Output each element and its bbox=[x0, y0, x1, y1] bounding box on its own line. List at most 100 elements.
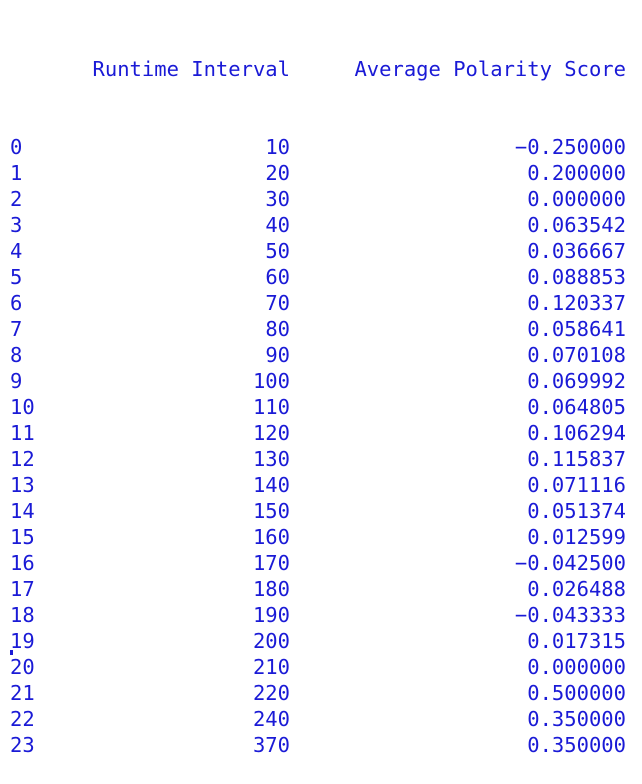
runtime-interval-cell: 30 bbox=[265, 187, 290, 211]
row-index: 18 bbox=[10, 603, 35, 627]
runtime-interval-cell: 370 bbox=[252, 733, 290, 757]
average-polarity-score-cell: 0.000000 bbox=[527, 187, 626, 211]
table-row: 13 140 0.071116 bbox=[10, 472, 630, 498]
clipped-previous-output bbox=[390, 0, 610, 2]
row-index: 15 bbox=[10, 525, 35, 549]
table-row: 2 30 0.000000 bbox=[10, 186, 630, 212]
average-polarity-score-cell: −0.250000 bbox=[514, 135, 626, 159]
row-index: 3 bbox=[10, 213, 23, 237]
table-row: 11 120 0.106294 bbox=[10, 420, 630, 446]
runtime-interval-cell: 60 bbox=[265, 265, 290, 289]
table-row: 20 210 0.000000 bbox=[10, 654, 630, 680]
runtime-interval-cell: 180 bbox=[252, 577, 290, 601]
table-row: 7 80 0.058641 bbox=[10, 316, 630, 342]
row-index: 21 bbox=[10, 681, 35, 705]
runtime-interval-cell: 70 bbox=[265, 291, 290, 315]
runtime-interval-cell: 80 bbox=[265, 317, 290, 341]
table-row: 17 180 0.026488 bbox=[10, 576, 630, 602]
row-index: 5 bbox=[10, 265, 23, 289]
average-polarity-score-cell: 0.017315 bbox=[527, 629, 626, 653]
row-index: 22 bbox=[10, 707, 35, 731]
row-index: 14 bbox=[10, 499, 35, 523]
runtime-interval-cell: 170 bbox=[252, 551, 290, 575]
average-polarity-score-cell: 0.070108 bbox=[527, 343, 626, 367]
row-index: 13 bbox=[10, 473, 35, 497]
table-row: 3 40 0.063542 bbox=[10, 212, 630, 238]
runtime-interval-cell: 120 bbox=[252, 421, 290, 445]
runtime-interval-cell: 240 bbox=[252, 707, 290, 731]
table-body: 0 10 −0.250000 1 20 0.200000 2 30 0.000000 3 40 0.0… bbox=[10, 134, 630, 758]
row-index: 20 bbox=[10, 655, 35, 679]
runtime-interval-cell: 140 bbox=[252, 473, 290, 497]
average-polarity-score-cell: 0.088853 bbox=[527, 265, 626, 289]
table-row: 15 160 0.012599 bbox=[10, 524, 630, 550]
table-row: 21 220 0.500000 bbox=[10, 680, 630, 706]
table-row: 12 130 0.115837 bbox=[10, 446, 630, 472]
runtime-interval-cell: 190 bbox=[252, 603, 290, 627]
average-polarity-score-cell: 0.064805 bbox=[527, 395, 626, 419]
row-index: 2 bbox=[10, 187, 23, 211]
table-row: 6 70 0.120337 bbox=[10, 290, 630, 316]
runtime-interval-cell: 200 bbox=[252, 629, 290, 653]
table-row: 14 150 0.051374 bbox=[10, 498, 630, 524]
table-row: 9 100 0.069992 bbox=[10, 368, 630, 394]
average-polarity-score-cell: 0.051374 bbox=[527, 499, 626, 523]
runtime-interval-cell: 130 bbox=[252, 447, 290, 471]
average-polarity-score-cell: 0.350000 bbox=[527, 707, 626, 731]
runtime-interval-cell: 220 bbox=[252, 681, 290, 705]
row-index: 19 bbox=[10, 629, 35, 653]
row-index: 9 bbox=[10, 369, 23, 393]
average-polarity-score-cell: 0.200000 bbox=[527, 161, 626, 185]
table-row: 23 370 0.350000 bbox=[10, 732, 630, 758]
table-header-row: 0 Runtime Interval Average Polarity Scor… bbox=[10, 56, 630, 82]
runtime-interval-cell: 100 bbox=[252, 369, 290, 393]
row-index: 6 bbox=[10, 291, 23, 315]
table-row: 10 110 0.064805 bbox=[10, 394, 630, 420]
runtime-interval-cell: 160 bbox=[252, 525, 290, 549]
table-row: 16 170 −0.042500 bbox=[10, 550, 630, 576]
cell-cursor-mark bbox=[10, 650, 13, 655]
row-index: 17 bbox=[10, 577, 35, 601]
column-header-average-polarity-score: Average Polarity Score bbox=[354, 57, 626, 81]
row-index: 12 bbox=[10, 447, 35, 471]
row-index: 10 bbox=[10, 395, 35, 419]
average-polarity-score-cell: 0.000000 bbox=[527, 655, 626, 679]
table-row: 19 200 0.017315 bbox=[10, 628, 630, 654]
table-row: 18 190 −0.043333 bbox=[10, 602, 630, 628]
average-polarity-score-cell: 0.500000 bbox=[527, 681, 626, 705]
average-polarity-score-cell: 0.036667 bbox=[527, 239, 626, 263]
average-polarity-score-cell: 0.026488 bbox=[527, 577, 626, 601]
table-row: 4 50 0.036667 bbox=[10, 238, 630, 264]
row-index: 7 bbox=[10, 317, 23, 341]
runtime-interval-cell: 110 bbox=[252, 395, 290, 419]
runtime-interval-cell: 210 bbox=[252, 655, 290, 679]
table-row: 5 60 0.088853 bbox=[10, 264, 630, 290]
row-index: 0 bbox=[10, 135, 23, 159]
table-row: 0 10 −0.250000 bbox=[10, 134, 630, 160]
average-polarity-score-cell: 0.069992 bbox=[527, 369, 626, 393]
row-index: 4 bbox=[10, 239, 23, 263]
table-row: 8 90 0.070108 bbox=[10, 342, 630, 368]
runtime-interval-cell: 150 bbox=[252, 499, 290, 523]
table-row: 22 240 0.350000 bbox=[10, 706, 630, 732]
row-index: 1 bbox=[10, 161, 23, 185]
runtime-interval-cell: 50 bbox=[265, 239, 290, 263]
row-index: 16 bbox=[10, 551, 35, 575]
row-index: 23 bbox=[10, 733, 35, 757]
runtime-interval-cell: 10 bbox=[265, 135, 290, 159]
average-polarity-score-cell: 0.106294 bbox=[527, 421, 626, 445]
average-polarity-score-cell: −0.042500 bbox=[514, 551, 626, 575]
average-polarity-score-cell: 0.071116 bbox=[527, 473, 626, 497]
row-index: 11 bbox=[10, 421, 35, 445]
average-polarity-score-cell: 0.120337 bbox=[527, 291, 626, 315]
average-polarity-score-cell: 0.350000 bbox=[527, 733, 626, 757]
dataframe-output: 0 Runtime Interval Average Polarity Scor… bbox=[10, 4, 630, 784]
column-header-runtime-interval: Runtime Interval bbox=[92, 57, 290, 81]
average-polarity-score-cell: −0.043333 bbox=[514, 603, 626, 627]
clipped-text-fragment bbox=[390, 0, 403, 2]
table-row: 1 20 0.200000 bbox=[10, 160, 630, 186]
row-index: 8 bbox=[10, 343, 23, 367]
runtime-interval-cell: 40 bbox=[265, 213, 290, 237]
average-polarity-score-cell: 0.063542 bbox=[527, 213, 626, 237]
average-polarity-score-cell: 0.115837 bbox=[527, 447, 626, 471]
